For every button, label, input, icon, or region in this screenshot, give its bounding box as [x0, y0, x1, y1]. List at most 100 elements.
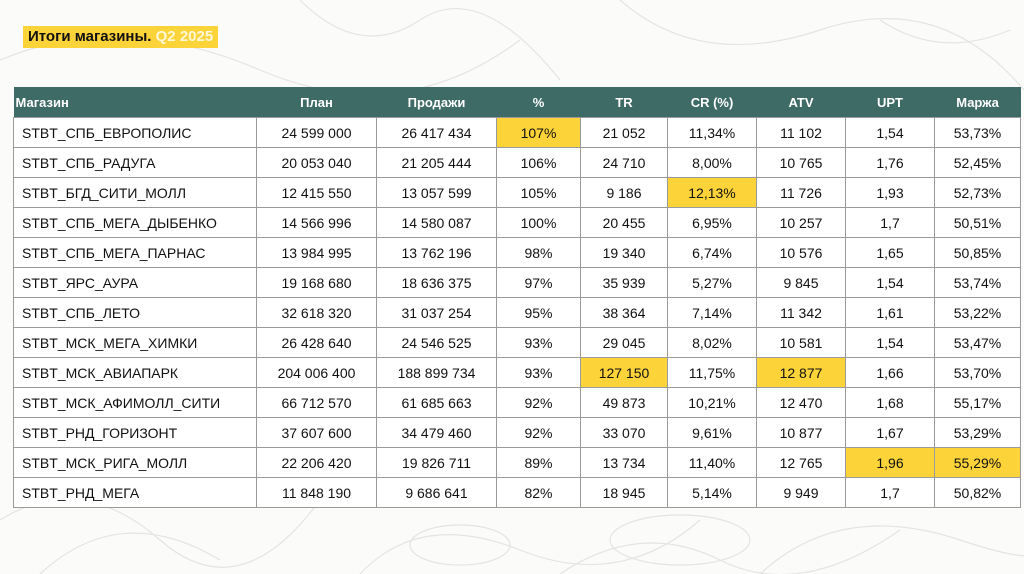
cell-upt: 1,66: [845, 357, 935, 388]
cell-sales: 9 686 641: [376, 477, 497, 508]
cell-margin: 53,74%: [934, 267, 1021, 298]
cell-plan: 22 206 420: [256, 447, 377, 478]
cell-margin: 52,73%: [934, 177, 1021, 208]
cell-upt: 1,54: [845, 327, 935, 358]
cell-cr-highlighted: 12,13%: [667, 177, 757, 208]
cell-margin: 50,82%: [934, 477, 1021, 508]
table-row: STBT_БГД_СИТИ_МОЛЛ 12 415 550 13 057 599 10…: [13, 177, 1021, 208]
cell-upt: 1,7: [845, 207, 935, 238]
cell-cr: 8,00%: [667, 147, 757, 178]
cell-atv: 10 765: [756, 147, 846, 178]
cell-store: STBT_РНД_МЕГА: [13, 477, 257, 508]
cell-atv-highlighted: 12 877: [756, 357, 846, 388]
cell-tr: 24 710: [580, 147, 668, 178]
cell-plan: 11 848 190: [256, 477, 377, 508]
table-row: STBT_СПБ_МЕГА_ПАРНАС 13 984 995 13 762 196…: [13, 237, 1021, 268]
table-row: STBT_СПБ_ЛЕТО 32 618 320 31 037 254 95% 38 3…: [13, 297, 1021, 328]
cell-atv: 11 726: [756, 177, 846, 208]
cell-cr: 11,75%: [667, 357, 757, 388]
cell-percent: 98%: [496, 237, 581, 268]
column-header-plan: План: [256, 87, 377, 118]
cell-atv: 9 845: [756, 267, 846, 298]
cell-plan: 24 599 000: [256, 117, 377, 148]
table-header-row: Магазин План Продажи% TR CR (%) ATV UPT Маржа: [13, 87, 1021, 118]
cell-sales: 14 580 087: [376, 207, 497, 238]
cell-plan: 37 607 600: [256, 417, 377, 448]
column-header-margin: Маржа: [934, 87, 1021, 118]
cell-plan: 12 415 550: [256, 177, 377, 208]
cell-tr: 49 873: [580, 387, 668, 418]
cell-atv: 10 576: [756, 237, 846, 268]
table-row: STBT_РНД_МЕГА 11 848 190 9 686 641 82% 18 94…: [13, 477, 1021, 508]
cell-percent: 82%: [496, 477, 581, 508]
cell-sales: 19 826 711: [376, 447, 497, 478]
cell-tr: 13 734: [580, 447, 668, 478]
cell-sales: 13 762 196: [376, 237, 497, 268]
table-row: STBT_МСК_АВИАПАРК 204 006 400 188 899 734 9…: [13, 357, 1021, 388]
cell-sales: 13 057 599: [376, 177, 497, 208]
cell-percent: 100%: [496, 207, 581, 238]
table-row: STBT_МСК_МЕГА_ХИМКИ 26 428 640 24 546 525 9…: [13, 327, 1021, 358]
cell-percent: 93%: [496, 357, 581, 388]
cell-upt: 1,68: [845, 387, 935, 418]
cell-store: STBT_МСК_МЕГА_ХИМКИ: [13, 327, 257, 358]
cell-percent-highlighted: 107%: [496, 117, 581, 148]
cell-plan: 66 712 570: [256, 387, 377, 418]
cell-percent: 92%: [496, 387, 581, 418]
cell-tr: 35 939: [580, 267, 668, 298]
cell-atv: 12 765: [756, 447, 846, 478]
stores-results-table: Магазин План Продажи% TR CR (%) ATV UPT Маржа S…: [13, 87, 1021, 508]
cell-sales: 24 546 525: [376, 327, 497, 358]
cell-margin: 53,70%: [934, 357, 1021, 388]
cell-atv: 9 949: [756, 477, 846, 508]
cell-cr: 6,74%: [667, 237, 757, 268]
cell-tr-highlighted: 127 150: [580, 357, 668, 388]
title-period: Q2 2025: [155, 28, 214, 45]
table-row: STBT_МСК_РИГА_МОЛЛ 22 206 420 19 826 711 89…: [13, 447, 1021, 478]
cell-upt: 1,67: [845, 417, 935, 448]
cell-cr: 11,40%: [667, 447, 757, 478]
cell-sales: 18 636 375: [376, 267, 497, 298]
cell-tr: 29 045: [580, 327, 668, 358]
cell-sales: 61 685 663: [376, 387, 497, 418]
cell-store: STBT_МСК_АВИАПАРК: [13, 357, 257, 388]
cell-upt: 1,54: [845, 267, 935, 298]
cell-tr: 21 052: [580, 117, 668, 148]
cell-margin: 53,22%: [934, 297, 1021, 328]
cell-sales: 188 899 734: [376, 357, 497, 388]
cell-margin: 53,73%: [934, 117, 1021, 148]
cell-percent: 106%: [496, 147, 581, 178]
cell-plan: 19 168 680: [256, 267, 377, 298]
cell-store: STBT_ЯРС_АУРА: [13, 267, 257, 298]
column-header-cr: CR (%): [667, 87, 757, 118]
cell-plan: 14 566 996: [256, 207, 377, 238]
cell-atv: 10 581: [756, 327, 846, 358]
title-main: Итоги магазины.: [28, 28, 152, 45]
cell-upt: 1,61: [845, 297, 935, 328]
cell-tr: 33 070: [580, 417, 668, 448]
cell-store: STBT_РНД_ГОРИЗОНТ: [13, 417, 257, 448]
cell-sales: 31 037 254: [376, 297, 497, 328]
cell-tr: 20 455: [580, 207, 668, 238]
cell-margin: 52,45%: [934, 147, 1021, 178]
cell-tr: 9 186: [580, 177, 668, 208]
column-header-store: Магазин: [13, 87, 257, 118]
table-row: STBT_СПБ_МЕГА_ДЫБЕНКО 14 566 996 14 580 08…: [13, 207, 1021, 238]
cell-plan: 26 428 640: [256, 327, 377, 358]
cell-upt: 1,93: [845, 177, 935, 208]
column-header-percent: %: [496, 87, 581, 118]
cell-cr: 11,34%: [667, 117, 757, 148]
cell-store: STBT_МСК_РИГА_МОЛЛ: [13, 447, 257, 478]
cell-atv: 11 102: [756, 117, 846, 148]
cell-store: STBT_СПБ_ЛЕТО: [13, 297, 257, 328]
cell-store: STBT_МСК_АФИМОЛЛ_СИТИ: [13, 387, 257, 418]
page-title: Итоги магазины. Q2 2025: [23, 26, 219, 48]
table-row: STBT_СПБ_ЕВРОПОЛИС 24 599 000 26 417 434 10…: [13, 117, 1021, 148]
cell-plan: 204 006 400: [256, 357, 377, 388]
cell-sales: 21 205 444: [376, 147, 497, 178]
cell-atv: 10 257: [756, 207, 846, 238]
cell-atv: 11 342: [756, 297, 846, 328]
cell-store: STBT_БГД_СИТИ_МОЛЛ: [13, 177, 257, 208]
table-row: STBT_СПБ_РАДУГА 20 053 040 21 205 444 106% 2…: [13, 147, 1021, 178]
cell-cr: 10,21%: [667, 387, 757, 418]
